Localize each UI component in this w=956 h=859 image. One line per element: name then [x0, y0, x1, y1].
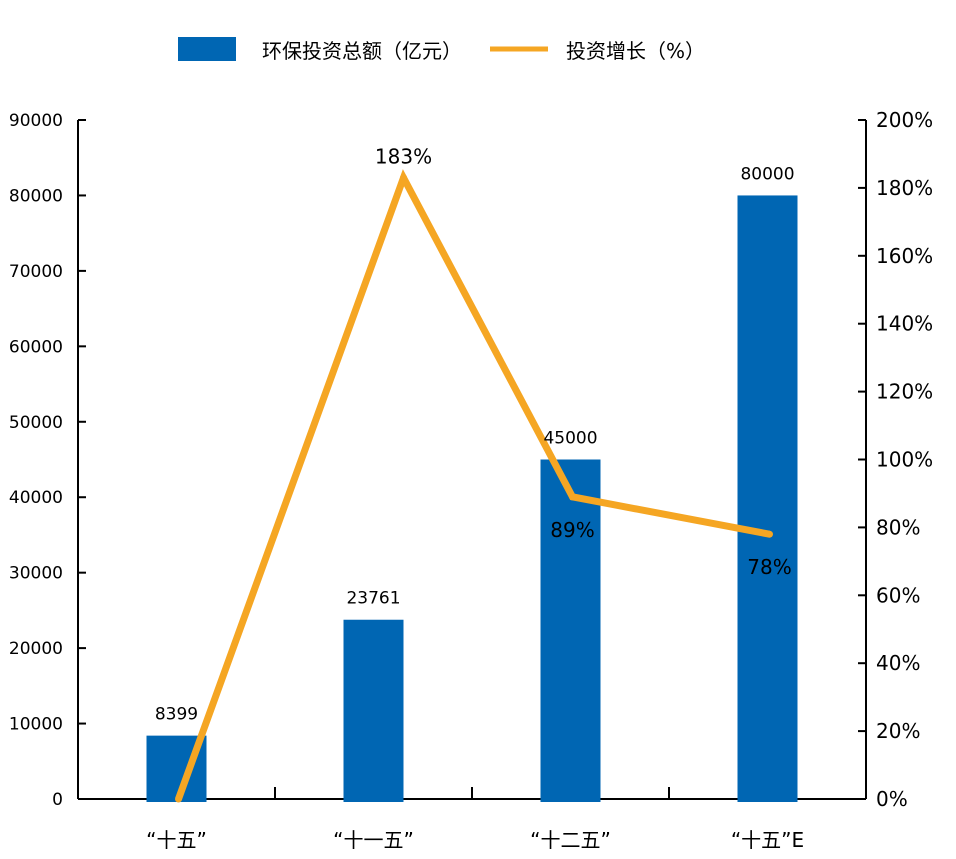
right-tick-label: 40%	[876, 651, 920, 675]
bar	[540, 459, 601, 802]
right-tick-label: 80%	[876, 515, 920, 539]
left-tick-label: 30000	[9, 564, 63, 584]
growth-point	[400, 174, 407, 182]
growth-point	[569, 493, 576, 501]
growth-value-label: 78%	[747, 555, 791, 579]
left-tick-label: 20000	[9, 639, 63, 659]
right-tick-label: 120%	[876, 380, 933, 404]
legend-swatch-investment	[178, 37, 236, 61]
legend: 环保投资总额（亿元） 投资增长（%）	[178, 37, 705, 63]
x-axis: “十五” “十一五” “十二五” “十五”E	[78, 787, 866, 852]
left-tick-label: 80000	[9, 186, 63, 206]
legend-label-investment: 环保投资总额（亿元）	[262, 39, 462, 63]
right-tick-label: 60%	[876, 583, 920, 607]
category-label: “十五”E	[731, 828, 804, 852]
left-tick-label: 50000	[9, 413, 63, 433]
right-tick-label: 0%	[876, 787, 908, 811]
bar-value-label: 80000	[740, 164, 794, 184]
right-tick-label: 20%	[876, 719, 920, 743]
right-axis: 0% 20% 40% 60% 80% 100% 120% 140% 160% 180% 200%	[858, 108, 933, 811]
right-tick-label: 200%	[876, 108, 933, 132]
right-tick-label: 160%	[876, 244, 933, 268]
left-tick-label: 70000	[9, 262, 63, 282]
left-tick-label: 40000	[9, 488, 63, 508]
left-tick-label: 90000	[9, 111, 63, 131]
left-tick-label: 60000	[9, 337, 63, 357]
category-label: “十一五”	[333, 828, 414, 852]
left-tick-label: 0	[52, 790, 63, 810]
bar	[737, 195, 798, 802]
bar-value-label: 8399	[155, 705, 198, 725]
category-label: “十二五”	[530, 828, 611, 852]
bar	[343, 619, 404, 802]
right-tick-label: 100%	[876, 448, 933, 472]
legend-label-growth: 投资增长（%）	[566, 39, 705, 63]
right-tick-label: 180%	[876, 176, 933, 200]
growth-point	[766, 530, 773, 538]
growth-value-label: 183%	[375, 145, 432, 169]
left-tick-label: 10000	[9, 715, 63, 735]
data-labels: 8399 23761 45000 80000 183% 89% 78%	[155, 145, 795, 725]
growth-line	[175, 169, 771, 801]
bar-series	[146, 195, 798, 802]
right-tick-label: 140%	[876, 312, 933, 336]
bar-value-label: 23761	[346, 589, 400, 609]
category-label: “十五”	[146, 828, 207, 852]
left-axis: 0 10000 20000 30000 40000 50000 60000 70000 8000…	[9, 111, 86, 810]
line-series	[175, 169, 773, 803]
growth-point	[175, 795, 182, 803]
growth-value-label: 89%	[550, 518, 594, 542]
bar-value-label: 45000	[543, 429, 597, 449]
